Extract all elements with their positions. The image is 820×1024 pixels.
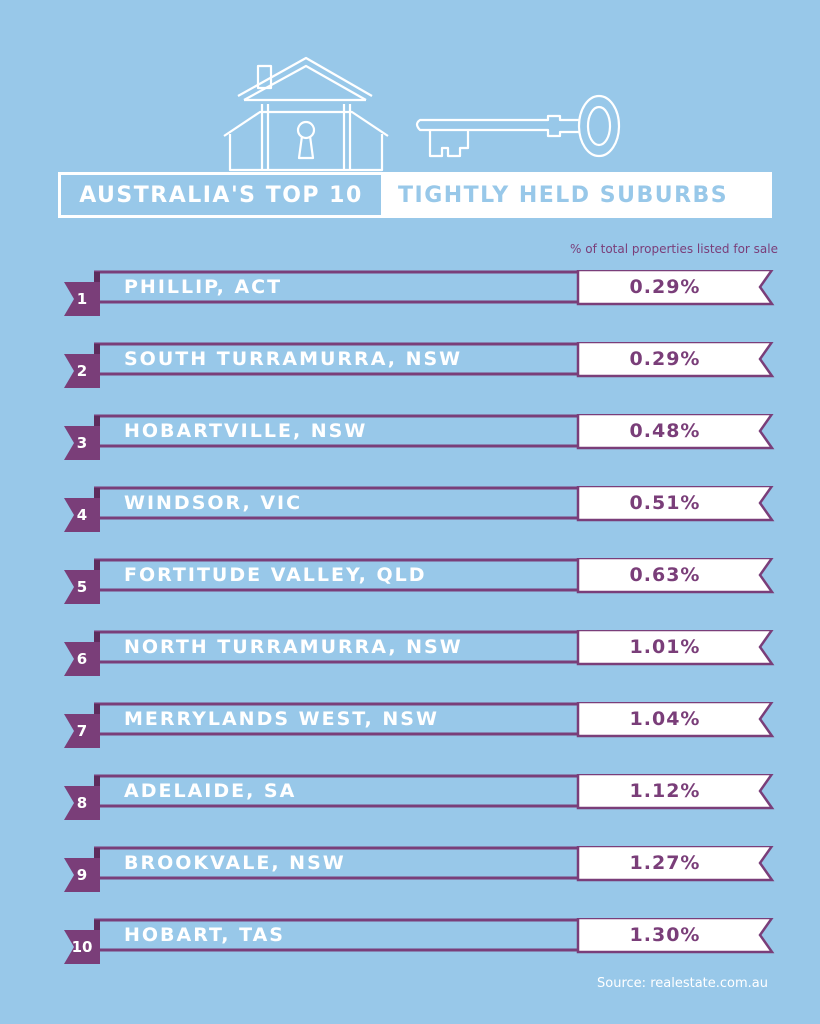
rank-tab [64,282,100,316]
percent-value: 1.30% [629,924,701,946]
ribbon-shape [64,270,775,316]
house-icon [223,56,389,172]
rank-tab [64,714,100,748]
ribbon-shape [64,918,775,964]
rank-tab [64,930,100,964]
value-tag [576,774,775,810]
ranking-row: 10 HOBART, TAS 1.30% [0,918,820,982]
rank-tab [64,498,100,532]
rank-tab [64,570,100,604]
chart-subtitle: % of total properties listed for sale [570,242,778,256]
rank-tab [64,426,100,460]
house-and-key-illustration [223,56,621,172]
ribbon-shape [64,486,775,532]
suburb-name: FORTITUDE VALLEY, QLD [124,564,427,586]
suburb-name: HOBART, TAS [124,924,285,946]
suburb-name: SOUTH TURRAMURRA, NSW [124,348,463,370]
rank-number: 8 [76,794,88,812]
value-tag [576,702,775,738]
suburb-name: HOBARTVILLE, NSW [124,420,368,442]
ribbon-fold [94,488,100,498]
ribbon-shape [64,630,775,676]
percent-value: 0.29% [629,276,701,298]
rank-number: 7 [76,722,88,740]
title-bar: AUSTRALIA'S TOP 10 TIGHTLY HELD SUBURBS [58,172,772,218]
rank-number: 2 [76,362,88,380]
rank-tab [64,354,100,388]
rank-tab [64,858,100,892]
percent-value: 0.51% [629,492,701,514]
ribbon-fold [94,416,100,426]
ribbon-shape [64,558,775,604]
ribbon-shape [64,702,775,748]
ribbon-fold [94,776,100,786]
ribbon-fold [94,704,100,714]
title-right: TIGHTLY HELD SUBURBS [384,172,772,218]
source-note: Source: realestate.com.au [597,976,768,991]
ranking-row: 6 NORTH TURRAMURRA, NSW 1.01% [0,630,820,694]
ranking-row: 5 FORTITUDE VALLEY, QLD 0.63% [0,558,820,622]
percent-value: 1.04% [629,708,701,730]
percent-value: 0.29% [629,348,701,370]
suburb-name: WINDSOR, VIC [124,492,303,514]
value-tag [576,414,775,450]
ribbon-fold [94,272,100,282]
percent-value: 1.27% [629,852,701,874]
ribbon-shape [64,846,775,892]
rank-number: 10 [71,938,93,956]
ranking-row: 4 WINDSOR, VIC 0.51% [0,486,820,550]
ribbon-shape [64,774,775,820]
value-tag [576,270,775,306]
ranking-row: 8 ADELAIDE, SA 1.12% [0,774,820,838]
value-tag [576,342,775,378]
suburb-name: PHILLIP, ACT [124,276,283,298]
percent-value: 0.48% [629,420,701,442]
title-left: AUSTRALIA'S TOP 10 [58,172,384,218]
value-tag [576,918,775,954]
suburb-name: NORTH TURRAMURRA, NSW [124,636,463,658]
rank-number: 5 [76,578,88,596]
rank-tab [64,786,100,820]
ribbon-fold [94,560,100,570]
key-icon [415,94,621,158]
ribbon-shape [64,342,775,388]
ranking-row: 3 HOBARTVILLE, NSW 0.48% [0,414,820,478]
ranking-row: 7 MERRYLANDS WEST, NSW 1.04% [0,702,820,766]
ribbon-fold [94,632,100,642]
ribbon-fold [94,344,100,354]
suburb-name: MERRYLANDS WEST, NSW [124,708,439,730]
rank-number: 3 [76,434,88,452]
ribbon-fold [94,848,100,858]
ranking-row: 1 PHILLIP, ACT 0.29% [0,270,820,334]
value-tag [576,630,775,666]
suburb-name: ADELAIDE, SA [124,780,297,802]
percent-value: 1.01% [629,636,701,658]
ranking-row: 9 BROOKVALE, NSW 1.27% [0,846,820,910]
percent-value: 0.63% [629,564,701,586]
value-tag [576,486,775,522]
ribbon-shape [64,414,775,460]
ranking-row: 2 SOUTH TURRAMURRA, NSW 0.29% [0,342,820,406]
ribbon-fold [94,920,100,930]
rank-number: 4 [76,506,88,524]
rank-number: 6 [76,650,88,668]
value-tag [576,846,775,882]
percent-value: 1.12% [629,780,701,802]
rank-number: 1 [76,290,88,308]
value-tag [576,558,775,594]
rank-number: 9 [76,866,88,884]
rank-tab [64,642,100,676]
suburb-name: BROOKVALE, NSW [124,852,346,874]
